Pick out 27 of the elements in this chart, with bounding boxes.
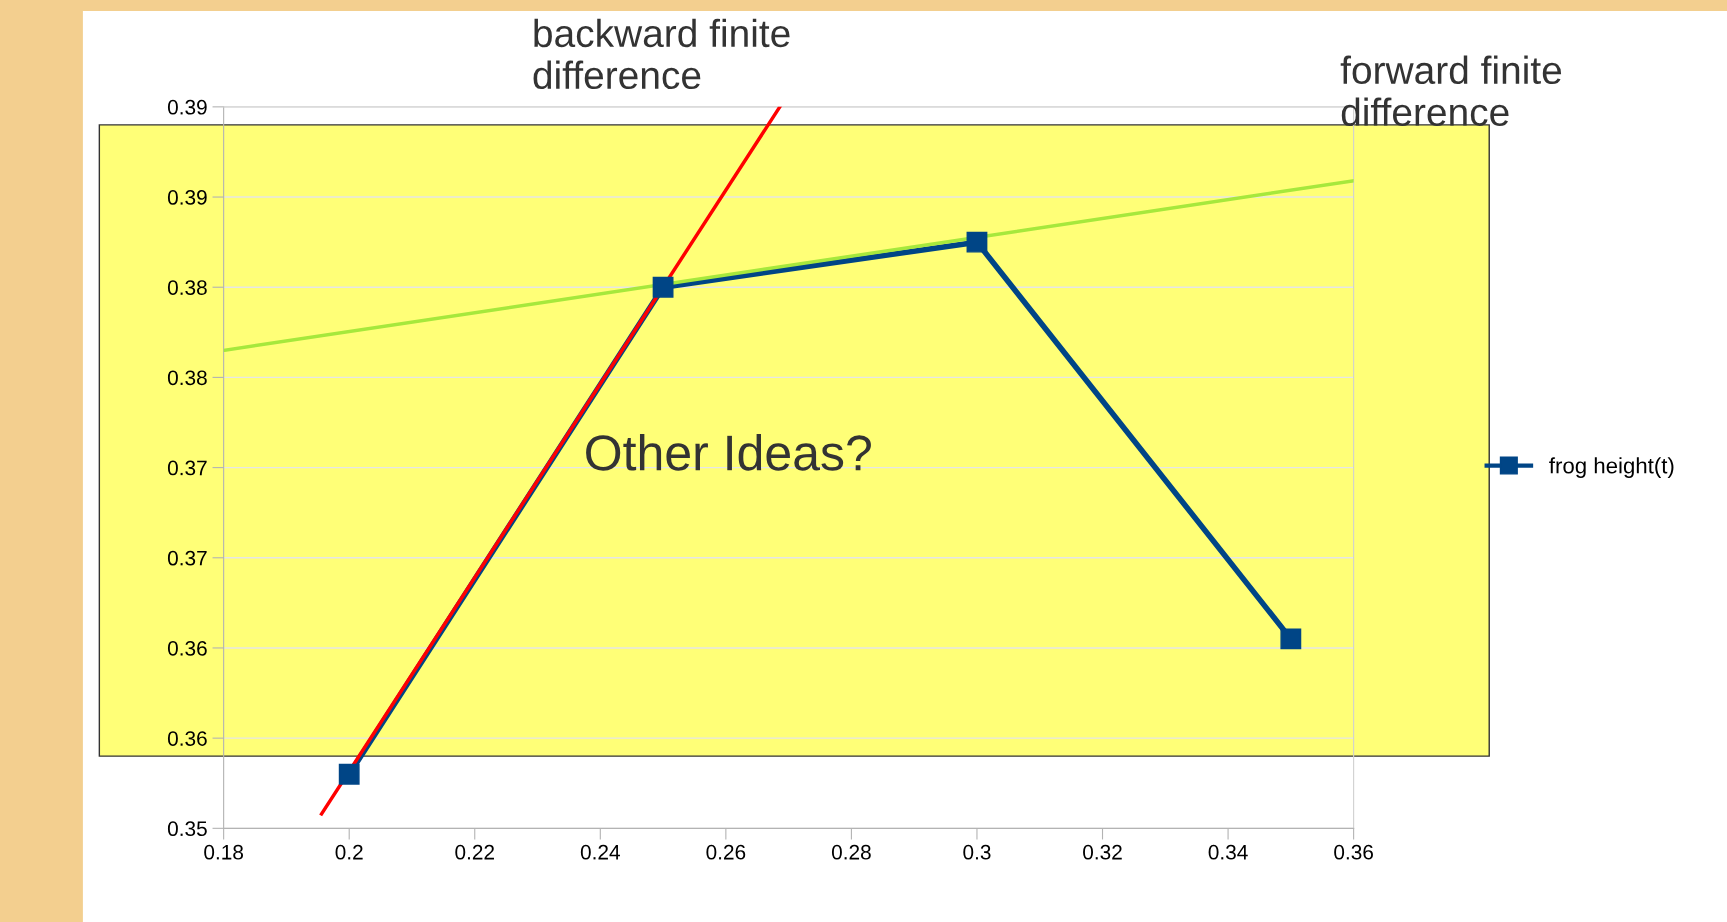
y-tick-label: 0.35 <box>167 821 207 837</box>
y-tick-label: 0.36 <box>167 731 207 746</box>
point <box>652 276 674 298</box>
point <box>338 763 360 785</box>
point <box>966 231 988 253</box>
y-tick-label: 0.39 <box>167 99 207 115</box>
y-tick-label: 0.37 <box>167 460 207 476</box>
x-tick-label: 0.24 <box>580 844 620 860</box>
y-tick-label: 0.36 <box>167 640 207 656</box>
annotation: Other Ideas? <box>586 433 871 471</box>
y-tick-label: 0.37 <box>167 550 207 566</box>
x-tick-label: 0.36 <box>1334 844 1373 860</box>
x-tick-label: 0.28 <box>831 844 871 860</box>
text: backward finite difference <box>533 18 790 90</box>
x-tick-label: 0.34 <box>1208 844 1248 860</box>
point <box>1280 628 1302 650</box>
x-tick-label: 0.26 <box>706 844 746 860</box>
y-tick-label: 0.38 <box>167 280 207 295</box>
annotation: forward finite difference <box>1340 55 1562 126</box>
legend-label: frog height(t) <box>1549 457 1674 478</box>
x-tick-label: 0.18 <box>204 844 244 860</box>
x-tick-label: 0.32 <box>1083 844 1122 860</box>
x-tick-label: 0.3 <box>963 844 991 860</box>
x-tick-label: 0.22 <box>455 844 494 860</box>
y-tick-label: 0.38 <box>167 370 207 386</box>
x-tick-label: 0.2 <box>335 844 363 860</box>
y-tick-label: 0.39 <box>167 190 207 205</box>
